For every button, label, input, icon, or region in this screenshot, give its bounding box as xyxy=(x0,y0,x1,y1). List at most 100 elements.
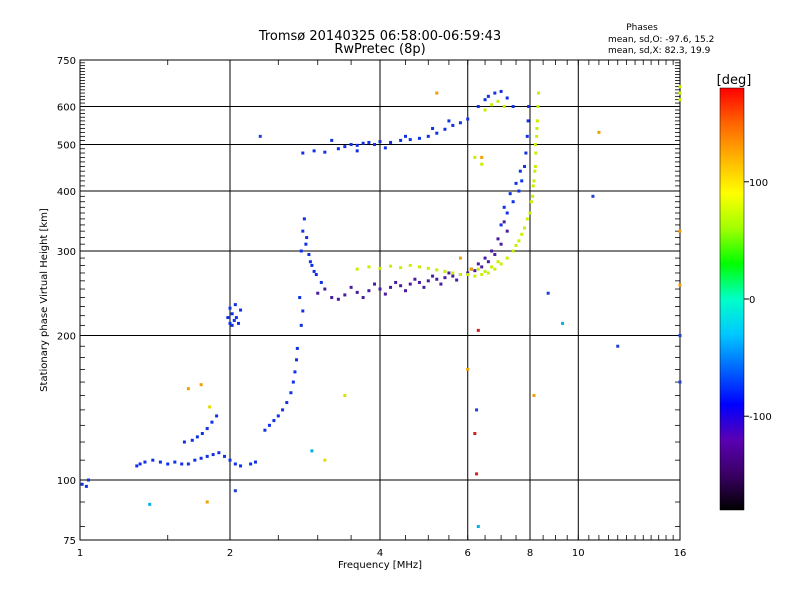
data-point xyxy=(473,155,477,159)
data-point xyxy=(233,489,237,493)
y-tick-label: 200 xyxy=(57,332,76,343)
data-point xyxy=(514,244,518,248)
data-point xyxy=(355,143,359,147)
data-point xyxy=(490,103,494,107)
data-point xyxy=(230,312,234,316)
data-point xyxy=(343,394,347,398)
data-point xyxy=(298,296,302,300)
data-point xyxy=(367,289,371,293)
data-point xyxy=(531,184,535,188)
data-point xyxy=(502,105,506,109)
data-point xyxy=(228,306,232,310)
data-point xyxy=(486,271,490,275)
data-point xyxy=(239,464,243,468)
data-point xyxy=(330,138,334,142)
data-point xyxy=(431,126,435,130)
data-point xyxy=(447,271,451,275)
data-point xyxy=(305,236,309,240)
data-point xyxy=(523,164,527,168)
data-point xyxy=(293,370,297,374)
colorbar-tick-label: 0 xyxy=(749,295,755,306)
data-point xyxy=(323,287,327,291)
data-point xyxy=(349,143,353,147)
data-point xyxy=(447,119,451,123)
data-point xyxy=(426,279,430,283)
data-point xyxy=(439,282,443,286)
data-point xyxy=(211,453,215,457)
data-point xyxy=(355,290,359,294)
data-point xyxy=(532,394,536,398)
data-point xyxy=(239,308,243,312)
data-point xyxy=(403,289,407,293)
data-point xyxy=(476,262,480,266)
y-axis: 75 100 200 300 400 500 600 750 xyxy=(57,56,680,547)
data-point xyxy=(678,98,682,102)
data-point xyxy=(316,291,320,295)
data-point xyxy=(276,414,280,418)
data-point xyxy=(200,432,204,436)
x-axis: 1 2 4 6 8 10 16 xyxy=(77,60,686,559)
data-point xyxy=(302,217,306,221)
data-point xyxy=(343,293,347,297)
data-point xyxy=(173,460,177,464)
data-point xyxy=(210,420,214,424)
data-point xyxy=(258,134,262,138)
data-point xyxy=(312,149,316,153)
data-point xyxy=(546,291,550,295)
data-point xyxy=(367,140,371,144)
x-axis-label: Frequency [MHz] xyxy=(338,560,422,571)
x-tick-label: 2 xyxy=(227,548,233,559)
data-point xyxy=(533,164,537,168)
data-point xyxy=(505,256,509,260)
data-point xyxy=(378,287,382,291)
data-point xyxy=(435,277,439,281)
data-point xyxy=(678,229,682,233)
x-tick-label: 8 xyxy=(527,548,533,559)
data-point xyxy=(232,318,236,322)
data-point xyxy=(223,454,227,458)
data-point xyxy=(518,169,522,173)
data-point xyxy=(505,96,509,100)
data-point xyxy=(389,285,393,289)
data-point xyxy=(480,155,484,159)
data-point xyxy=(195,435,199,439)
data-point xyxy=(480,265,484,269)
data-point xyxy=(455,278,459,282)
data-point xyxy=(301,309,305,313)
data-point xyxy=(499,242,503,246)
colorbar-ticks: 100 0 -100 xyxy=(744,178,772,423)
data-point xyxy=(323,150,327,154)
data-point xyxy=(511,249,515,253)
data-point xyxy=(443,276,447,280)
data-point xyxy=(289,391,293,395)
grid-lines xyxy=(80,60,680,540)
data-point xyxy=(435,268,439,272)
y-axis-label: Stationary phase Virtual Height [km] xyxy=(39,208,50,392)
data-point xyxy=(383,146,387,150)
data-point xyxy=(378,266,382,270)
data-point xyxy=(475,408,479,412)
data-point xyxy=(443,127,447,131)
data-point xyxy=(451,271,455,275)
data-point xyxy=(148,502,152,506)
data-point xyxy=(480,273,484,277)
data-point xyxy=(307,253,311,257)
data-point xyxy=(399,284,403,288)
stats-o-mode: mean, sd,O: -97.6, 15.2 xyxy=(608,35,714,45)
data-point xyxy=(291,380,295,384)
colorbar-label: [deg] xyxy=(717,73,752,88)
data-point xyxy=(389,140,393,144)
data-point xyxy=(336,297,340,301)
data-point xyxy=(486,260,490,264)
data-point xyxy=(281,408,285,412)
colorbar xyxy=(719,87,745,511)
data-point xyxy=(422,285,426,289)
y-tick-label: 750 xyxy=(57,56,76,67)
data-point xyxy=(186,387,190,391)
data-point xyxy=(301,229,305,233)
data-point xyxy=(496,99,500,103)
stats-x-mode: mean, sd,X: 82.3, 19.9 xyxy=(608,46,711,56)
data-points xyxy=(80,85,682,529)
data-point xyxy=(267,423,271,427)
data-point xyxy=(373,282,377,286)
